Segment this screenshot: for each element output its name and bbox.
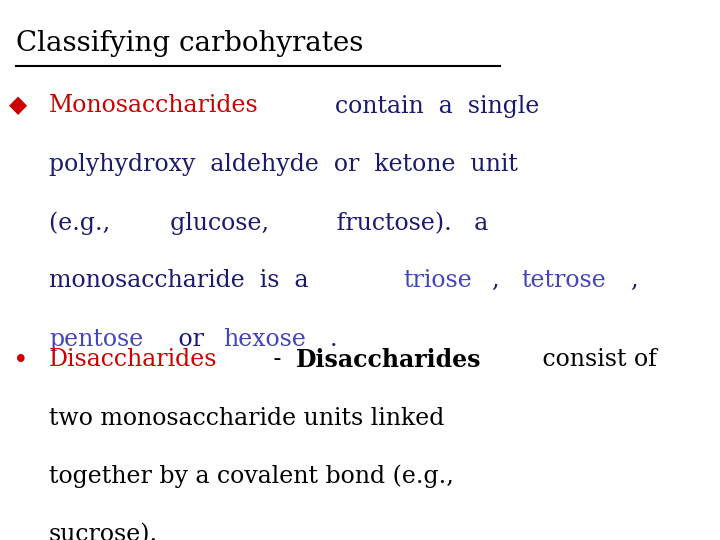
Text: Monosaccharides: Monosaccharides [49,94,258,118]
Text: ,: , [631,269,638,293]
Text: Disaccharides: Disaccharides [49,348,217,372]
Text: triose: triose [403,269,472,293]
Text: contain  a  single: contain a single [320,94,539,118]
Text: .: . [330,328,338,351]
Text: (e.g.,        glucose,         fructose).   a: (e.g., glucose, fructose). a [49,211,488,235]
Text: ◆: ◆ [9,94,27,118]
Text: together by a covalent bond (e.g.,: together by a covalent bond (e.g., [49,465,454,489]
Text: consist of: consist of [535,348,657,372]
Text: pentose: pentose [49,328,143,351]
Text: or: or [171,328,211,351]
Text: monosaccharide  is  a: monosaccharide is a [49,269,323,293]
Text: Disaccharides: Disaccharides [296,348,482,372]
Text: •: • [13,348,29,373]
Text: Classifying carbohyrates: Classifying carbohyrates [16,30,363,57]
Text: ,: , [492,269,515,293]
Text: tetrose: tetrose [521,269,606,293]
Text: two monosaccharide units linked: two monosaccharide units linked [49,407,444,430]
Text: sucrose).: sucrose). [49,523,158,540]
Text: hexose: hexose [222,328,306,351]
Text: -: - [266,348,289,372]
Text: polyhydroxy  aldehyde  or  ketone  unit: polyhydroxy aldehyde or ketone unit [49,153,518,176]
